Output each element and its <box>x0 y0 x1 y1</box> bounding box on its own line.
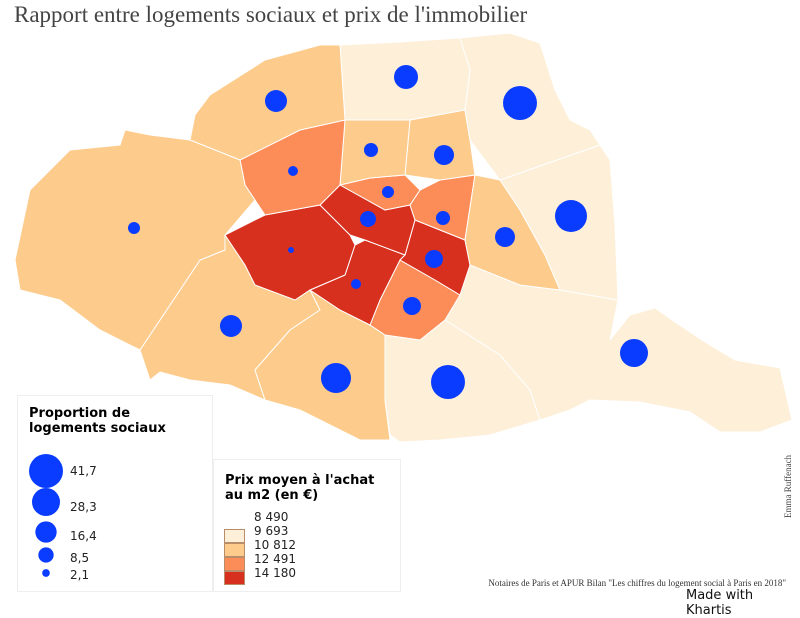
legend-break: 12 491 <box>254 552 296 566</box>
arrondissement-10 <box>404 109 476 181</box>
paris-map <box>14 32 793 443</box>
social-housing-circle-3 <box>435 210 451 226</box>
social-housing-circle-5 <box>402 296 422 316</box>
legend-swatch <box>224 543 245 557</box>
legend-swatch <box>224 571 245 585</box>
legend-break: 10 812 <box>254 538 296 552</box>
social-housing-circle-13 <box>431 365 465 399</box>
social-housing-circle-20 <box>554 199 588 233</box>
made-with-link[interactable]: Made with Khartis <box>686 588 754 618</box>
arrondissement-16 <box>14 129 256 351</box>
legend-break: 14 180 <box>254 566 296 580</box>
legend-circles <box>29 454 63 577</box>
social-housing-circle-2 <box>381 185 395 199</box>
legend-price: Prix moyen à l'achat au m2 (en €) 8 490 … <box>213 459 401 592</box>
legend-circle <box>38 547 54 563</box>
social-housing-circle-8 <box>288 166 298 176</box>
legend-circle-label: 2,1 <box>70 568 90 582</box>
legend-social-housing: Proportion de logements sociaux 41,7 28,… <box>17 395 213 592</box>
legend-title: Proportion de logements sociaux <box>29 406 166 436</box>
social-housing-circle-1 <box>360 211 376 227</box>
legend-circle-label: 28,3 <box>70 500 97 514</box>
legend-circle <box>42 569 50 577</box>
legend-swatch <box>224 557 245 571</box>
legend-circle <box>35 521 57 543</box>
social-housing-circle-10 <box>434 145 454 165</box>
legend-break: 8 490 <box>254 510 289 524</box>
legend-title: Prix moyen à l'achat au m2 (en €) <box>225 473 375 503</box>
social-housing-circle-9 <box>363 142 379 158</box>
legend-circle-label: 8,5 <box>70 551 90 565</box>
map-title: Rapport entre logements sociaux et prix … <box>14 2 528 27</box>
legend-swatch <box>224 529 245 543</box>
social-housing-circle-19 <box>503 86 537 120</box>
legend-circle <box>31 487 61 517</box>
social-housing-circle-17 <box>264 89 288 113</box>
social-housing-circle-12 <box>619 338 649 368</box>
social-housing-circle-4 <box>424 249 444 269</box>
social-housing-circle-14 <box>320 362 352 394</box>
social-housing-circle-11 <box>495 227 515 247</box>
legend-circle-label: 41,7 <box>70 464 97 478</box>
author-credit: Emma Ruffenach <box>783 454 793 518</box>
social-housing-circle-15 <box>219 314 243 338</box>
legend-break: 9 693 <box>254 524 289 538</box>
social-housing-circle-6 <box>351 279 361 289</box>
social-housing-circle-7 <box>287 246 295 254</box>
source-note: Notaires de Paris et APUR Bilan "Les chi… <box>488 578 786 588</box>
social-housing-circle-16 <box>127 221 141 235</box>
social-housing-circle-18 <box>393 64 419 90</box>
legend-circle-label: 16,4 <box>70 529 97 543</box>
legend-circle <box>29 454 63 488</box>
